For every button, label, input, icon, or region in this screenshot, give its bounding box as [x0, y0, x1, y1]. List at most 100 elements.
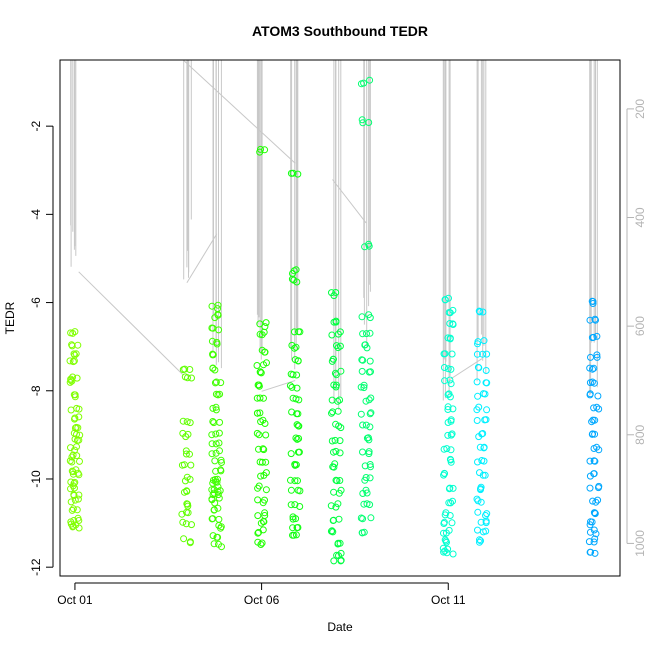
- data-point: [261, 509, 269, 517]
- data-point: [73, 443, 80, 451]
- data-point: [262, 486, 270, 494]
- data-point: [257, 472, 265, 480]
- data-point: [254, 512, 262, 520]
- data-point: [262, 431, 270, 439]
- data-point: [337, 486, 345, 494]
- data-point: [590, 364, 598, 372]
- x-tick-label: Oct 11: [431, 593, 466, 607]
- data-point: [330, 516, 338, 524]
- data-point: [213, 478, 221, 486]
- depth-profile-lines: [70, 59, 598, 410]
- data-point: [187, 461, 195, 469]
- y-tick-label: -4: [29, 209, 43, 220]
- data-point: [589, 497, 597, 505]
- data-point: [76, 457, 83, 465]
- data-point: [447, 365, 455, 373]
- data-point: [74, 514, 82, 522]
- data-point: [363, 330, 370, 338]
- data-point: [288, 408, 296, 416]
- data-point: [443, 549, 451, 557]
- data-point: [334, 500, 342, 508]
- data-point: [479, 308, 487, 316]
- data-point: [330, 448, 337, 456]
- data-point: [480, 390, 487, 398]
- data-point: [208, 302, 216, 310]
- data-point: [215, 439, 223, 447]
- data-point: [209, 350, 217, 358]
- data-point: [288, 341, 296, 349]
- y-tick-label: -2: [29, 121, 43, 132]
- data-point: [296, 503, 304, 510]
- y2-tick-label: 400: [633, 207, 647, 227]
- data-point: [589, 333, 597, 341]
- data-point: [477, 518, 485, 526]
- data-point: [444, 431, 452, 439]
- data-point: [336, 396, 344, 404]
- data-point: [216, 487, 224, 495]
- data-point: [358, 313, 366, 321]
- data-point: [449, 306, 457, 314]
- data-point: [214, 310, 222, 318]
- data-point: [256, 394, 264, 402]
- data-point: [441, 296, 449, 304]
- data-point: [449, 550, 457, 558]
- data-point: [329, 355, 337, 363]
- data-point: [587, 548, 595, 556]
- data-point: [586, 484, 594, 492]
- data-point: [590, 509, 598, 517]
- data-point: [253, 409, 261, 417]
- data-point: [253, 394, 261, 402]
- data-point: [68, 467, 76, 475]
- data-point: [182, 450, 190, 458]
- data-point: [179, 417, 187, 425]
- data-point: [331, 460, 339, 468]
- data-point: [476, 308, 484, 316]
- data-point: [483, 406, 491, 414]
- data-point: [474, 392, 482, 400]
- data-point: [585, 538, 593, 546]
- data-point: [332, 503, 340, 511]
- data-point: [209, 532, 217, 540]
- data-point: [260, 394, 267, 402]
- data-point: [293, 371, 301, 379]
- data-point: [588, 297, 596, 305]
- data-point: [474, 508, 482, 516]
- data-point: [259, 499, 267, 507]
- data-point: [449, 405, 457, 413]
- data-point: [330, 463, 338, 471]
- data-point: [211, 366, 219, 374]
- data-point: [590, 457, 598, 465]
- data-point: [336, 449, 344, 457]
- data-point: [333, 477, 341, 485]
- data-point: [593, 351, 601, 359]
- data-point: [362, 397, 370, 405]
- data-point: [333, 551, 341, 559]
- data-point: [71, 496, 79, 504]
- data-point: [260, 518, 268, 526]
- data-point: [208, 431, 216, 439]
- data-point: [594, 496, 602, 504]
- data-point: [446, 376, 454, 384]
- data-point: [66, 357, 74, 365]
- data-point: [181, 477, 189, 485]
- data-point: [473, 350, 481, 358]
- data-point: [476, 538, 483, 546]
- data-point: [68, 506, 76, 514]
- data-point: [67, 485, 74, 493]
- depth-connector: [332, 179, 367, 224]
- data-point: [71, 484, 78, 492]
- data-point: [73, 374, 81, 382]
- data-point: [359, 490, 367, 497]
- data-point: [587, 353, 594, 361]
- data-point: [209, 364, 217, 372]
- data-point: [482, 367, 490, 374]
- plot-frame: [59, 59, 621, 577]
- y2-tick-label: 200: [633, 99, 647, 119]
- data-point: [330, 488, 338, 496]
- data-point: [184, 430, 192, 438]
- data-point: [182, 520, 190, 528]
- data-point: [447, 458, 455, 466]
- depth-connector: [182, 59, 296, 164]
- data-point: [474, 526, 481, 534]
